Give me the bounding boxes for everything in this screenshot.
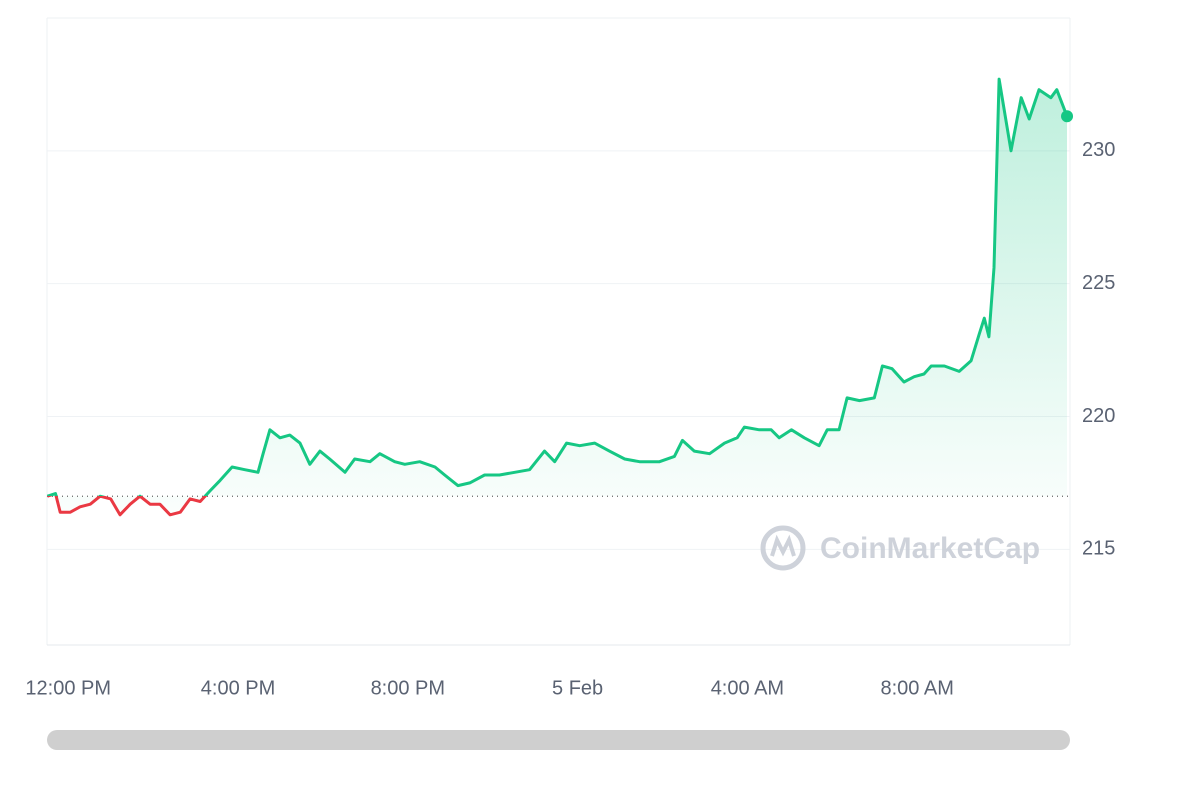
watermark-logo [770, 534, 796, 557]
x-tick-label: 4:00 AM [711, 677, 784, 699]
price-line [46, 77, 1069, 517]
watermark: CoinMarketCap [760, 525, 1040, 571]
scrollbar[interactable] [47, 730, 1070, 750]
x-tick-label: 4:00 PM [201, 677, 275, 699]
last-point [1061, 110, 1074, 123]
area [47, 79, 1067, 515]
watermark-logo [760, 525, 806, 571]
x-tick-label: 5 Feb [552, 677, 603, 699]
y-tick-label: 215 [1082, 538, 1115, 560]
watermark-text: CoinMarketCap [820, 532, 1040, 565]
x-tick-label: 12:00 PM [25, 677, 111, 699]
y-tick-label: 225 [1082, 272, 1115, 294]
x-tick-label: 8:00 PM [371, 677, 445, 699]
y-tick-label: 230 [1082, 139, 1115, 161]
y-tick-label: 220 [1082, 405, 1115, 427]
x-tick-label: 8:00 AM [880, 677, 953, 699]
